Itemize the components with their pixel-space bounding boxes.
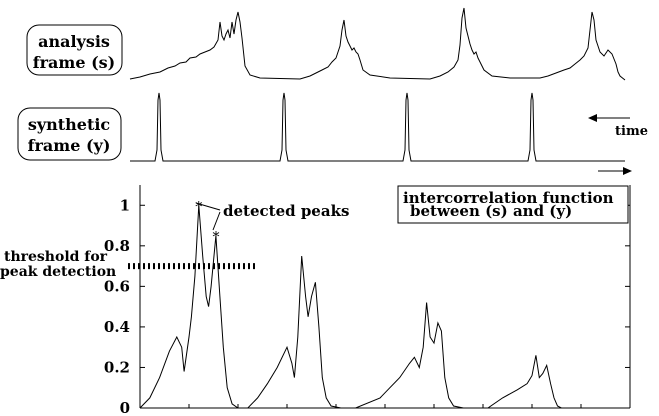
time-arrow-head — [588, 114, 597, 122]
time-label: time — [615, 124, 648, 139]
peak-marker: * — [212, 230, 219, 246]
peak-marks: ** — [195, 199, 219, 245]
synthetic-label-line2: frame (y) — [28, 136, 111, 155]
analysis-label-box — [26, 24, 123, 76]
synthetic-label-line1: synthetic — [28, 115, 111, 134]
legend-line2: between (s) and (y) — [410, 202, 572, 220]
analysis-label-line2: frame (s) — [33, 53, 116, 72]
peak-marker: * — [195, 199, 202, 215]
y-tick-label: 0.6 — [104, 277, 130, 295]
detected-peaks-label: detected peaks — [223, 202, 349, 220]
y-ticks: 0 0.2 0.4 0.6 0.8 1 — [104, 196, 630, 416]
synthetic-label-box — [17, 107, 122, 161]
intercorrelation-curve — [139, 205, 577, 409]
threshold-label-line2: peak detection — [0, 264, 116, 280]
y-tick-label: 0.8 — [104, 237, 130, 255]
y-tick-label: 1 — [120, 196, 130, 214]
legend-box — [397, 185, 629, 224]
y-tick-label: 0.2 — [104, 358, 130, 376]
y-tick-label: 0 — [120, 399, 130, 416]
synthetic-arrow-head — [623, 167, 632, 175]
synthetic-signal — [130, 92, 625, 162]
analysis-label-line1: analysis — [38, 32, 110, 51]
threshold-label-line1: threshold for — [4, 249, 108, 265]
peak-pointer-1 — [195, 202, 221, 211]
analysis-signal — [129, 7, 626, 81]
legend-line1: intercorrelation function — [403, 189, 614, 207]
peak-pointer-2 — [212, 211, 221, 231]
y-tick-label: 0.4 — [104, 318, 130, 336]
